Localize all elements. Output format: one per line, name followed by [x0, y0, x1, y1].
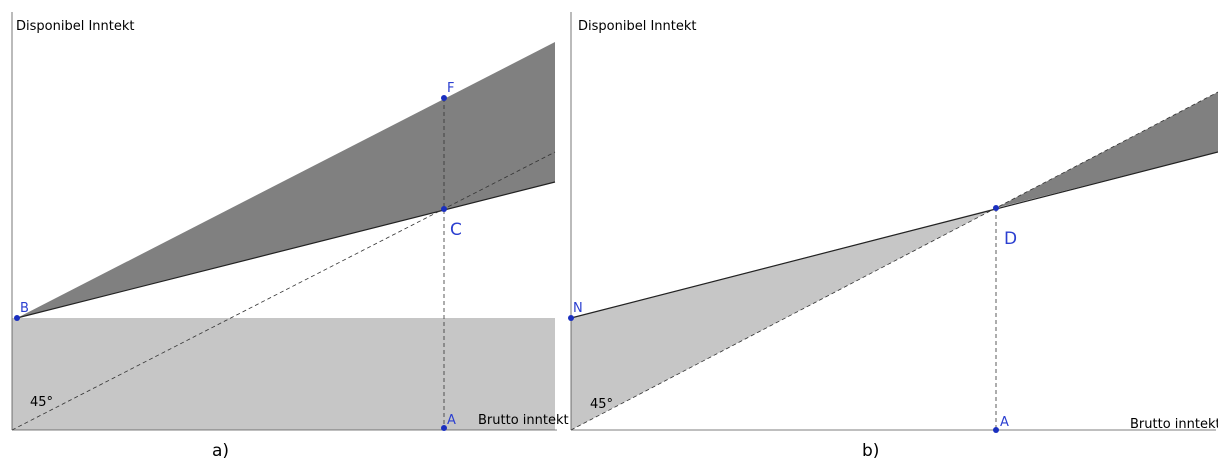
x-axis-label: Brutto inntekt — [1130, 417, 1218, 432]
panel-b: Disponibel Inntekt Brutto inntekt N D A … — [568, 12, 1218, 461]
diagonal-45 — [570, 91, 1218, 431]
point-label: F — [447, 81, 454, 96]
dark-wedge — [17, 42, 555, 318]
angle-label: 45° — [30, 395, 53, 410]
point — [441, 95, 447, 101]
panel-a: Disponibel Inntekt Brutto inntekt B F C … — [11, 12, 569, 461]
point — [993, 427, 999, 433]
angle-label: 45° — [590, 397, 613, 412]
y-axis-label: Disponibel Inntekt — [16, 19, 134, 34]
diagonal-45 — [11, 151, 556, 431]
line — [16, 181, 556, 319]
point-label: C — [450, 220, 462, 240]
point-label: A — [1000, 415, 1009, 430]
point-label: B — [20, 301, 29, 316]
y-axis-label: Disponibel Inntekt — [578, 19, 696, 34]
point — [14, 315, 20, 321]
point-label: N — [573, 301, 583, 316]
point-label: A — [447, 413, 456, 428]
caption: a) — [212, 441, 229, 461]
x-axis-label: Brutto inntekt — [478, 413, 569, 428]
line — [570, 151, 1218, 319]
point-label: D — [1004, 229, 1017, 249]
point — [568, 315, 574, 321]
point — [993, 205, 999, 211]
point — [441, 425, 447, 431]
light-region — [12, 318, 555, 430]
caption: b) — [862, 441, 879, 461]
point — [441, 206, 447, 212]
